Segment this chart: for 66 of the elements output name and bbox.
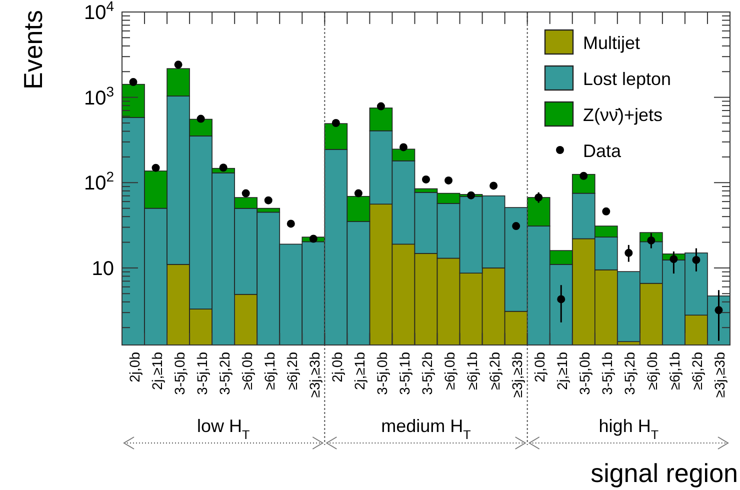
x-axis-title: signal region [590, 458, 738, 488]
y-axis-title: Events [18, 10, 48, 90]
text: high H$_{T}$ [598, 416, 659, 442]
legend-label: Z(νν̄)+jets [583, 105, 663, 125]
point [692, 256, 700, 264]
x-tick-label: ≥3j,≥3b [509, 352, 526, 398]
y-tick-label: 10 [92, 258, 114, 280]
x-tick-label: 3-5j,2b [622, 352, 638, 395]
x-tick-label: 3-5j,1b [599, 352, 616, 395]
x-tick-label: ≥6j,0b [644, 352, 660, 390]
point [376, 102, 385, 110]
point [602, 207, 610, 216]
x-tick-label: 2j,≥1b [554, 352, 570, 390]
point [422, 175, 430, 184]
point [467, 191, 476, 200]
x-tick-label: ≥6j,1b [261, 352, 278, 390]
x-tick-label: ≥6j,2b [689, 352, 706, 390]
point [534, 193, 543, 202]
point [444, 176, 453, 184]
x-tick-label: 3-5j,2b [216, 352, 232, 395]
legend-label: Multijet [583, 33, 640, 53]
point [309, 234, 318, 243]
legend-label: Data [583, 141, 622, 161]
point [242, 189, 250, 198]
point [264, 196, 272, 204]
y-tick-label: 10$^{4}$ [84, 0, 114, 24]
x-tick-label: 2j,0b [532, 352, 548, 382]
point [624, 248, 633, 257]
point [512, 222, 520, 230]
point [219, 164, 228, 172]
point [152, 164, 160, 172]
point [129, 78, 138, 86]
point [670, 255, 678, 264]
x-tick-label: ≥6j,0b [442, 352, 458, 390]
point [714, 306, 723, 314]
point [174, 60, 182, 69]
x-tick-label: 2j,0b [126, 352, 142, 382]
point [490, 182, 498, 190]
text: medium H$_{T}$ [381, 416, 472, 442]
point [354, 189, 362, 198]
text: low H$_{T}$ [196, 416, 250, 442]
point [580, 172, 588, 180]
point [332, 119, 340, 127]
x-tick-label: ≥6j,2b [284, 352, 300, 390]
x-tick-label: 3-5j,0b [171, 352, 188, 395]
point [196, 114, 205, 123]
x-tick-label: 3-5j,1b [396, 352, 412, 395]
x-tick-label: ≥6j,2b [486, 352, 503, 390]
x-tick-label: ≥6j,1b [464, 352, 480, 390]
x-tick-label: 3-5j,1b [194, 352, 210, 395]
point [286, 220, 295, 228]
x-tick-label: 3-5j,2b [419, 352, 435, 395]
x-tick-label: 3-5j,0b [374, 352, 390, 395]
x-tick-label: ≥6j,0b [238, 352, 255, 390]
legend-label: Lost lepton [583, 69, 672, 89]
x-tick-label: ≥3j,≥3b [306, 352, 322, 398]
x-tick-label: 3-5j,0b [576, 352, 593, 395]
y-tick-label: 10$^{3}$ [84, 83, 114, 110]
x-tick-label: ≥3j,≥3b [712, 352, 728, 398]
x-tick-label: 2j,≥1b [351, 352, 368, 390]
point [399, 143, 408, 152]
point [557, 295, 566, 304]
x-tick-label: 2j,≥1b [148, 352, 165, 390]
y-tick-label: 10$^{2}$ [84, 168, 114, 195]
x-tick-label: ≥6j,1b [666, 352, 683, 390]
x-tick-label: 2j,0b [328, 352, 345, 382]
